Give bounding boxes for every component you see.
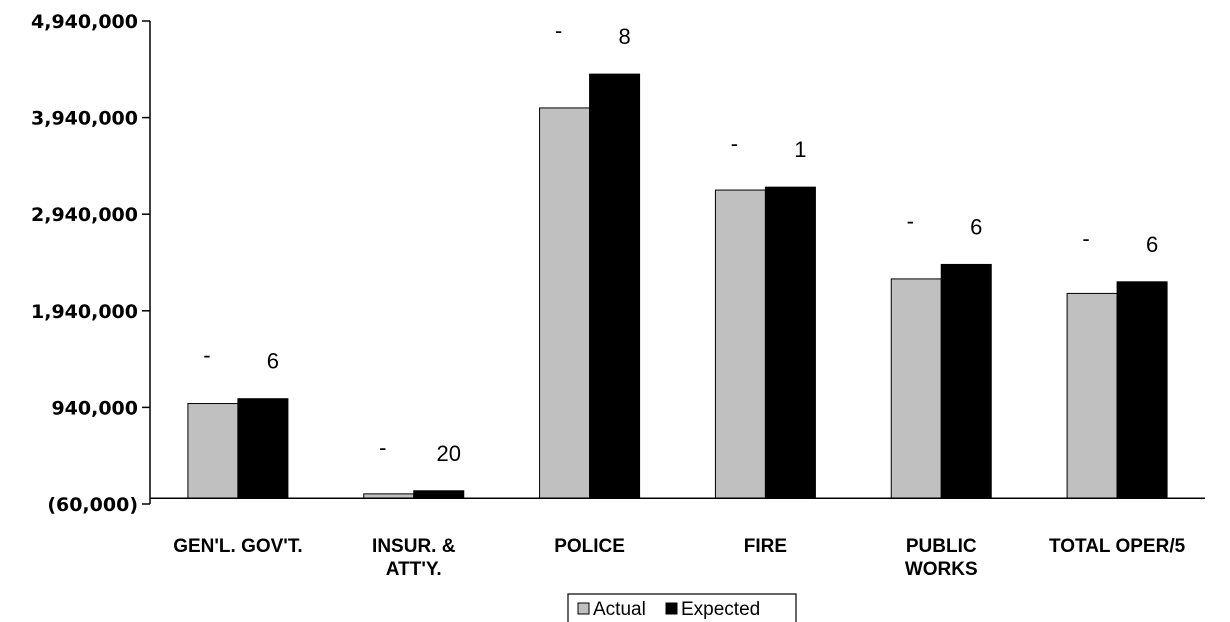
x-category-label: TOTAL OPER/5 [1049,536,1186,557]
legend-label-actual: Actual [593,599,646,620]
bar-actual [1066,292,1118,499]
x-category-label: ATT'Y. [386,559,442,580]
y-tick-label: 4,940,000 [31,11,138,33]
data-labels: - 6 - 20 - 8 - 1 - 6 - 6 [203,18,1158,466]
expected-data-label: 6 [1146,232,1158,257]
legend-label-expected: Expected [681,599,760,620]
bar-expected [237,398,289,499]
expected-data-label: 20 [437,441,461,466]
x-axis: GEN'L. GOV'T. INSUR. &ATT'Y. POLICE FIRE PUB… [150,497,1205,580]
legend-swatch-actual [577,602,590,615]
actual-data-label: - [379,435,386,460]
actual-data-label: - [203,343,210,368]
legend: Actual Expected [567,593,797,622]
bar-expected [764,186,816,499]
bar-actual [714,189,766,499]
expected-data-label: 8 [618,24,630,49]
x-category-label: PUBLIC [906,536,977,557]
actual-data-label: - [907,208,914,233]
bar-expected [940,263,992,499]
expected-data-label: 1 [794,137,806,162]
actual-data-label: - [731,131,738,156]
y-tick-label: 3,940,000 [31,108,138,130]
bars [187,73,1168,499]
actual-data-label: - [1082,226,1089,251]
expected-data-label: 6 [970,214,982,239]
legend-swatch-expected [665,602,678,615]
x-category-label: WORKS [905,559,978,580]
y-tick-label: (60,000) [47,494,138,516]
y-tick-label: 1,940,000 [31,301,138,323]
x-category-label: GEN'L. GOV'T. [173,536,302,557]
bar-actual [187,403,239,499]
x-category-label: POLICE [554,536,625,557]
bar-expected [589,73,641,499]
y-tick-label: 940,000 [51,397,138,419]
x-category-label: INSUR. & [372,536,456,557]
bar-actual [890,278,942,499]
y-tick-label: 2,940,000 [31,204,138,226]
bar-expected [413,490,465,499]
legend-box [567,593,797,622]
y-axis: (60,000) 940,000 1,940,000 2,940,000 3,940,0… [31,11,151,516]
expected-data-label: 6 [267,349,279,374]
x-category-label: FIRE [744,536,787,557]
bar-actual [539,107,591,499]
bar-expected [1116,281,1168,499]
actual-data-label: - [555,18,562,43]
